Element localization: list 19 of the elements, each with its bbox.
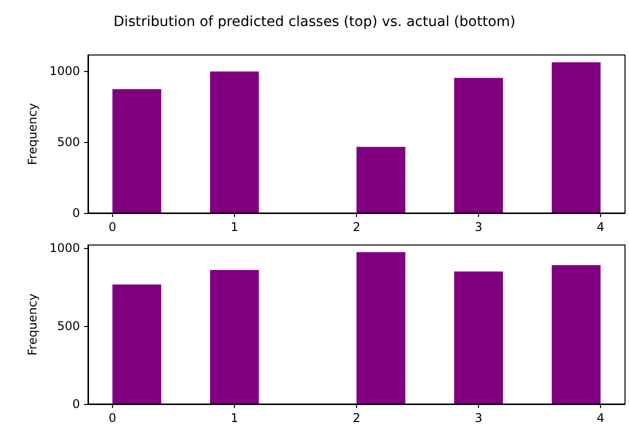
x-tick-label: 2 bbox=[352, 411, 360, 425]
x-tick-label: 0 bbox=[108, 411, 116, 425]
y-tick-label: 500 bbox=[57, 318, 80, 333]
y-tick-label: 0 bbox=[72, 397, 80, 411]
x-tick-label: 3 bbox=[474, 220, 482, 234]
y-axis-title: Frequency bbox=[26, 294, 40, 356]
x-tick-label: 1 bbox=[230, 220, 238, 234]
x-tick-label: 3 bbox=[474, 411, 482, 425]
chart-title: Distribution of predicted classes (top) vs. actual (bottom) bbox=[114, 14, 516, 30]
x-tick-label: 2 bbox=[352, 220, 360, 234]
y-tick-label: 0 bbox=[72, 206, 80, 220]
x-tick-label: 0 bbox=[108, 220, 116, 234]
y-tick-label: 1000 bbox=[49, 64, 80, 78]
x-tick-label: 1 bbox=[230, 411, 238, 425]
y-tick-label: 1000 bbox=[49, 240, 80, 255]
x-tick-label: 4 bbox=[596, 411, 604, 425]
x-tick-label: 4 bbox=[596, 220, 604, 234]
y-tick-label: 500 bbox=[57, 135, 80, 150]
y-axis-title: Frequency bbox=[26, 103, 40, 165]
